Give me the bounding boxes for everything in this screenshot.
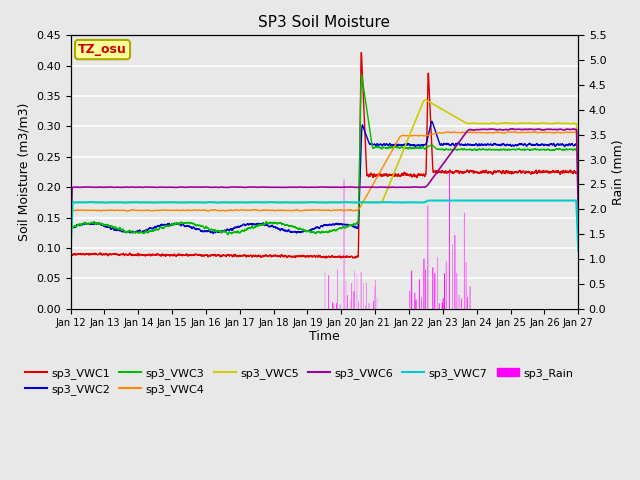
Y-axis label: Rain (mm): Rain (mm) bbox=[612, 139, 625, 205]
Y-axis label: Soil Moisture (m3/m3): Soil Moisture (m3/m3) bbox=[17, 103, 31, 241]
Title: SP3 Soil Moisture: SP3 Soil Moisture bbox=[259, 15, 390, 30]
X-axis label: Time: Time bbox=[309, 330, 340, 343]
Text: TZ_osu: TZ_osu bbox=[78, 43, 127, 56]
Legend: sp3_VWC1, sp3_VWC2, sp3_VWC3, sp3_VWC4, sp3_VWC5, sp3_VWC6, sp3_VWC7, sp3_Rain: sp3_VWC1, sp3_VWC2, sp3_VWC3, sp3_VWC4, … bbox=[20, 363, 578, 400]
